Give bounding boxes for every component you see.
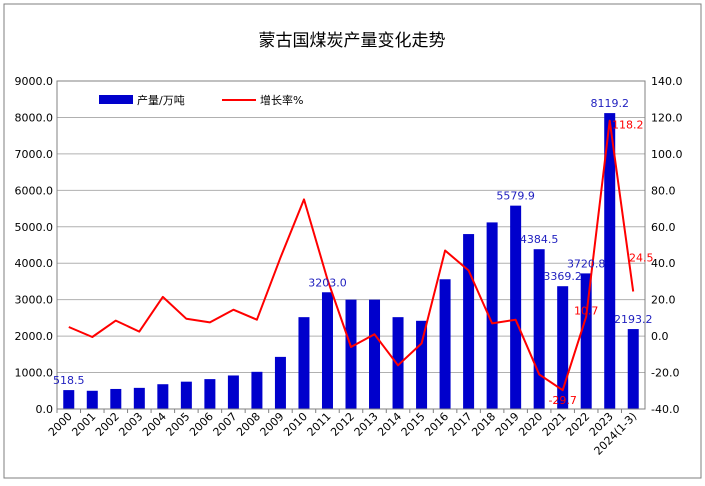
- bar-data-label: 518.5: [53, 374, 85, 387]
- right-tick-label: -20.0: [651, 367, 679, 380]
- bar: [251, 372, 262, 409]
- left-tick-label: 6000.0: [15, 184, 54, 197]
- bar: [275, 357, 286, 409]
- bar: [157, 384, 168, 409]
- chart-title: 蒙古国煤炭产量变化走势: [259, 31, 446, 51]
- left-tick-label: 5000.0: [15, 221, 54, 234]
- bar-data-label: 5579.9: [496, 190, 535, 203]
- bar: [63, 390, 74, 409]
- left-tick-label: 7000.0: [15, 148, 54, 161]
- left-tick-label: 8000.0: [15, 111, 54, 124]
- bar: [228, 375, 239, 409]
- right-tick-label: 100.0: [651, 148, 683, 161]
- bar-data-label: 2193.2: [614, 313, 653, 326]
- right-tick-label: -40.0: [651, 403, 679, 416]
- right-tick-label: 0.0: [651, 330, 669, 343]
- left-tick-label: 1000.0: [15, 367, 54, 380]
- bar-data-label: 3369.2: [543, 270, 582, 283]
- line-data-label: 118.2: [612, 119, 644, 132]
- bar: [181, 382, 192, 409]
- bar: [346, 300, 357, 409]
- legend-label-line: 增长率%: [260, 93, 303, 107]
- bar: [87, 391, 98, 409]
- bar: [393, 317, 404, 409]
- line-data-label: 10.7: [574, 305, 599, 318]
- bar: [134, 388, 145, 409]
- line-data-label: -29.7: [548, 394, 576, 407]
- right-tick-label: 20.0: [651, 294, 676, 307]
- left-tick-label: 0.0: [36, 403, 54, 416]
- line-data-label: 24.5: [629, 251, 654, 264]
- legend-label-bar: 产量/万吨: [137, 93, 185, 107]
- bar: [322, 292, 333, 409]
- bar-data-label: 3203.0: [308, 276, 347, 289]
- right-tick-label: 80.0: [651, 184, 676, 197]
- bar: [440, 279, 451, 409]
- bar: [416, 321, 427, 409]
- bar: [628, 329, 639, 409]
- right-tick-label: 60.0: [651, 221, 676, 234]
- left-tick-label: 9000.0: [15, 75, 54, 88]
- bar: [463, 234, 474, 409]
- bar-data-label: 8119.2: [590, 97, 629, 110]
- bar: [204, 379, 215, 409]
- legend-swatch-bar: [99, 95, 133, 104]
- left-tick-label: 2000.0: [15, 330, 54, 343]
- bar: [298, 317, 309, 409]
- bar: [110, 389, 121, 409]
- bar: [369, 300, 380, 409]
- left-tick-label: 4000.0: [15, 257, 54, 270]
- bar-data-label: 3720.8: [567, 257, 606, 270]
- bar: [581, 273, 592, 409]
- right-tick-label: 140.0: [651, 75, 683, 88]
- bar-data-label: 4384.5: [520, 233, 559, 246]
- right-tick-label: 120.0: [651, 111, 683, 124]
- left-tick-label: 3000.0: [15, 294, 54, 307]
- right-tick-label: 40.0: [651, 257, 676, 270]
